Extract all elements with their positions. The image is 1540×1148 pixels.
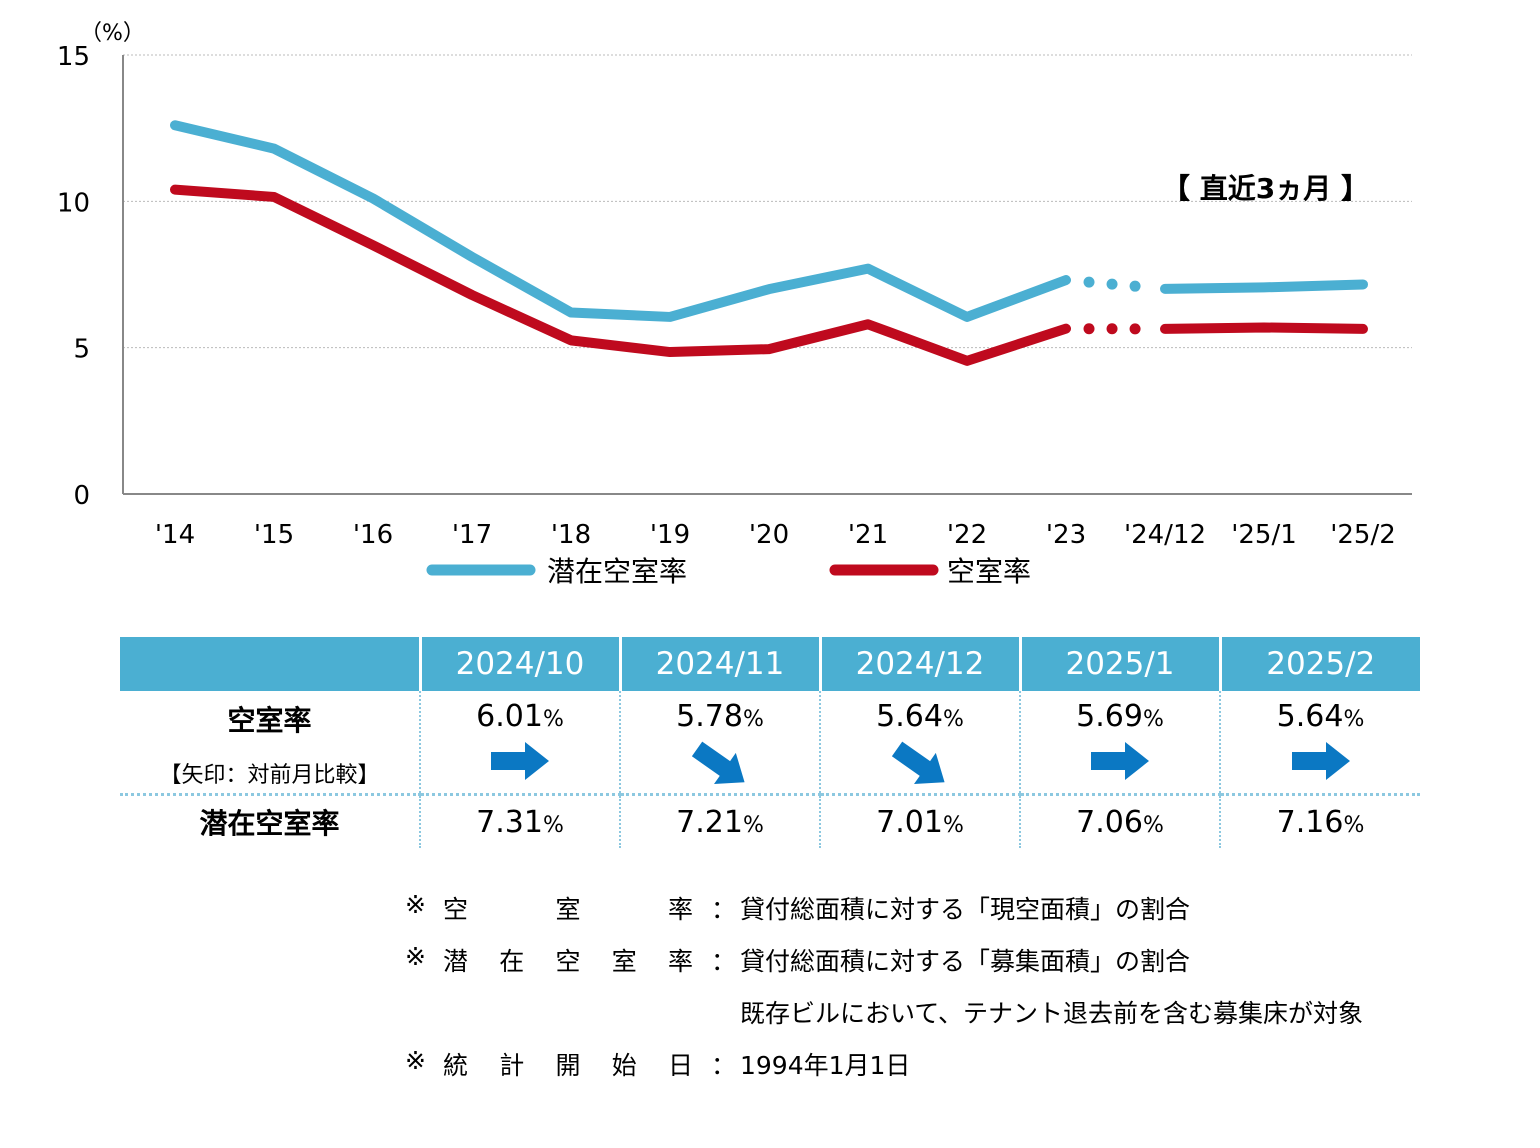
x-tick-label: '24/12 (1124, 520, 1206, 550)
potential-label: 潜在空室率 (199, 807, 340, 840)
footnote-description: 貸付総面積に対する「現空面積」の割合 (740, 895, 1191, 924)
footnote-description: 1994年1月1日 (740, 1051, 911, 1080)
footnote-colon: ： (711, 1051, 737, 1080)
footnotes: ※ 空室率：貸付総面積に対する「現空面積」の割合 ※ 潜在空室率：貸付総面積に対する「… (405, 890, 1445, 1098)
potential-value: 7.31% (476, 804, 564, 840)
legend-label-vacancy: 空室率 (947, 555, 1031, 588)
table-header-row: 2024/10 2024/11 2024/12 2025/1 2025/2 (120, 637, 1420, 691)
x-tick-label: '14 (155, 520, 195, 550)
footnote-term: 潜在空室率 (443, 947, 693, 976)
x-tick-label: '16 (353, 520, 393, 550)
header-month: 2024/12 (818, 637, 1020, 691)
footnote-row: 既存ビルにおいて、テナント退去前を含む募集床が対象 (405, 994, 1445, 1046)
footnote-description: 貸付総面積に対する「募集面積」の割合 (740, 947, 1191, 976)
footnote-term: 統計開始日 (443, 1051, 693, 1080)
x-tick-label: '25/1 (1231, 520, 1297, 550)
x-tick-label: '21 (848, 520, 888, 550)
x-tick-label: '20 (749, 520, 789, 550)
header-month: 2025/1 (1018, 637, 1220, 691)
series-gap-dot-1 (1083, 323, 1095, 335)
x-tick-label: '19 (650, 520, 690, 550)
trend-arrow-icon (621, 740, 819, 790)
series-gap-dot-0 (1129, 280, 1141, 292)
footnote-mark: ※ (405, 1046, 426, 1075)
series-gap-dot-1 (1129, 323, 1141, 335)
header-empty (120, 637, 420, 691)
footnote-mark: ※ (405, 942, 426, 971)
x-tick-label: '17 (452, 520, 492, 550)
series-gap-dot-0 (1106, 278, 1118, 290)
vacancy-value: 6.01% (476, 699, 564, 734)
legend: 潜在空室率 空室率 (426, 555, 1031, 588)
legend-label-potential: 潜在空室率 (547, 555, 687, 588)
header-month: 2024/10 (418, 637, 620, 691)
potential-row-header: 潜在空室率 (120, 793, 420, 848)
vacancy-cell: 6.01% (419, 691, 620, 795)
series-gap-dot-1 (1106, 323, 1118, 335)
vacancy-cell: 5.78% (619, 691, 820, 795)
footnote-mark: ※ (405, 890, 426, 919)
x-tick-label: '23 (1046, 520, 1086, 550)
potential-value: 7.06% (1076, 804, 1164, 840)
x-tick-label: '22 (947, 520, 987, 550)
y-tick-label: 5 (73, 335, 90, 365)
footnote-row: ※ 潜在空室率 ：貸付総面積に対する「募集面積」の割合 (405, 942, 1445, 994)
series-lines (170, 120, 1368, 366)
series-recent-line-1 (1160, 322, 1368, 334)
y-tick-label: 15 (57, 42, 90, 72)
vacancy-value: 5.69% (1076, 699, 1164, 734)
header-month: 2024/11 (618, 637, 820, 691)
potential-cell: 7.06% (1019, 793, 1220, 848)
potential-value: 7.21% (676, 804, 764, 840)
y-tick-label: 0 (73, 481, 90, 511)
footnote-term: 空室率 (443, 895, 693, 924)
potential-value: 7.01% (876, 804, 964, 840)
x-tick-label: '25/2 (1330, 520, 1396, 550)
x-tick-label: '15 (254, 520, 294, 550)
potential-value: 7.16% (1276, 804, 1365, 840)
trend-arrow-icon (421, 740, 619, 790)
trend-arrow-icon (1221, 740, 1420, 790)
series-line-1 (170, 184, 1071, 366)
potential-cell: 7.01% (819, 793, 1020, 848)
trend-arrow-icon (1021, 740, 1219, 790)
vacancy-value: 5.78% (676, 699, 764, 734)
line-chart: （%） 0 5 10 15 '14 '15 '16 '17 '18 '19 '20 '21 '22 '2… (57, 21, 1412, 588)
recent-months-annotation: 【 直近3ヵ月 】 (1162, 172, 1369, 205)
vacancy-value: 5.64% (876, 699, 964, 734)
footnote-colon: ： (711, 947, 737, 976)
vacancy-cell: 5.64% (819, 691, 1020, 795)
header-month: 2025/2 (1218, 637, 1420, 691)
footnote-row: ※ 統計開始日 ： 1994年1月1日 (405, 1046, 1445, 1098)
potential-cell: 7.21% (619, 793, 820, 848)
vacancy-cell: 5.64% (1219, 691, 1420, 795)
series-recent-line-0 (1160, 279, 1368, 294)
vacancy-cell: 5.69% (1019, 691, 1220, 795)
y-tick-label: 10 (57, 188, 90, 218)
y-tick-labels: 0 5 10 15 (57, 42, 90, 511)
potential-cell: 7.31% (419, 793, 620, 848)
potential-cell: 7.16% (1219, 793, 1420, 848)
vacancy-label: 空室率 (227, 704, 312, 737)
potential-vacancy-row: 潜在空室率 7.31% 7.21% 7.01% 7.06% 7.16% (120, 793, 1420, 848)
series-gap-dot-0 (1083, 276, 1095, 288)
trend-arrow-icon (821, 740, 1019, 790)
vacancy-row-header: 空室率 【矢印：対前月比較】 (120, 691, 420, 795)
footnote-description: 既存ビルにおいて、テナント退去前を含む募集床が対象 (740, 999, 1364, 1028)
footnote-row: ※ 空室率 ：貸付総面積に対する「現空面積」の割合 (405, 890, 1445, 942)
y-unit-label: （%） (80, 21, 145, 46)
footnote-colon: ： (711, 895, 737, 924)
x-tick-label: '18 (551, 520, 591, 550)
series-line-0 (170, 120, 1071, 322)
vacancy-row: 空室率 【矢印：対前月比較】 6.01% 5.78% 5.64% 5.69% 5… (120, 691, 1420, 795)
monthly-vacancy-table: 2024/10 2024/11 2024/12 2025/1 2025/2 空室… (120, 637, 1420, 848)
x-tick-labels: '14 '15 '16 '17 '18 '19 '20 '21 '22 '23 '24/12 '25/… (155, 520, 1396, 550)
vacancy-value: 5.64% (1276, 699, 1365, 734)
arrow-legend-label: 【矢印：対前月比較】 (159, 763, 380, 788)
